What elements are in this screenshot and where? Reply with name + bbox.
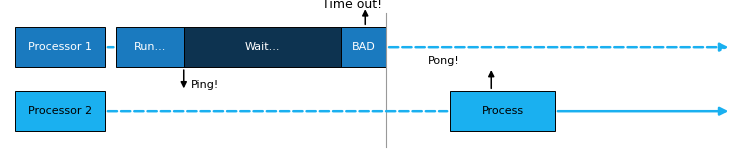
- FancyBboxPatch shape: [450, 91, 555, 131]
- FancyBboxPatch shape: [116, 27, 184, 67]
- Text: Processor 2: Processor 2: [28, 106, 92, 116]
- Text: Wait...: Wait...: [244, 42, 280, 52]
- FancyBboxPatch shape: [15, 91, 105, 131]
- Text: Run...: Run...: [134, 42, 166, 52]
- Text: Time out!: Time out!: [322, 0, 382, 11]
- FancyBboxPatch shape: [341, 27, 386, 67]
- Text: Processor 1: Processor 1: [28, 42, 92, 52]
- FancyBboxPatch shape: [15, 27, 105, 67]
- Text: Process: Process: [482, 106, 524, 116]
- Text: BAD: BAD: [352, 42, 376, 52]
- FancyBboxPatch shape: [184, 27, 341, 67]
- Text: Pong!: Pong!: [427, 56, 459, 66]
- Text: Ping!: Ping!: [191, 80, 220, 90]
